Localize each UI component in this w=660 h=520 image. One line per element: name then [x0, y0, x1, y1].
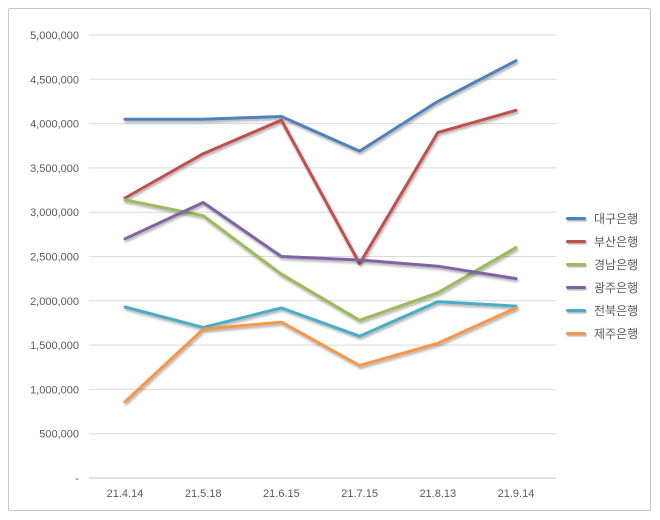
- legend-item-3: 광주은행: [566, 276, 638, 299]
- legend-label: 광주은행: [594, 281, 639, 295]
- y-tick-label: 3,000,000: [30, 207, 79, 219]
- legend-item-0: 대구은행: [566, 207, 638, 230]
- series-line-1: [123, 108, 518, 266]
- legend-label: 제주은행: [594, 327, 639, 341]
- legend-item-2: 경남은행: [566, 253, 638, 276]
- legend-swatch-icon: [566, 309, 586, 312]
- legend-label: 부산은행: [594, 235, 639, 249]
- legend-swatch-icon: [566, 332, 586, 335]
- legend-swatch-icon: [566, 240, 586, 243]
- y-tick-label: 2,500,000: [30, 252, 79, 264]
- legend-item-5: 제주은행: [566, 322, 638, 345]
- y-tick-label: 3,500,000: [30, 163, 79, 175]
- y-tick-label: 1,000,000: [30, 384, 79, 396]
- chart-frame: - 500,000 1,000,000 1,500,000 2,000,000 2,500…: [8, 8, 651, 511]
- legend-item-1: 부산은행: [566, 230, 638, 253]
- series-line-2: [123, 198, 518, 322]
- series-line-0: [123, 59, 518, 153]
- series-line-3: [123, 201, 518, 281]
- legend-swatch-icon: [566, 217, 586, 220]
- legend-label: 경남은행: [594, 258, 639, 272]
- y-tick-label: -: [75, 473, 79, 485]
- x-tick-label: 21.8.13: [419, 488, 456, 500]
- y-tick-label: 4,500,000: [30, 74, 79, 86]
- y-tick-label: 500,000: [39, 429, 79, 441]
- legend-item-4: 전북은행: [566, 299, 638, 322]
- series-line-5: [123, 306, 518, 404]
- y-tick-label: 2,000,000: [30, 296, 79, 308]
- x-tick-label: 21.7.15: [341, 488, 378, 500]
- x-tick-label: 21.6.15: [263, 488, 300, 500]
- legend-label: 대구은행: [594, 212, 639, 226]
- legend-swatch-icon: [566, 263, 586, 266]
- x-tick-label: 21.5.18: [185, 488, 222, 500]
- legend-label: 전북은행: [594, 304, 639, 318]
- x-tick-label: 21.9.14: [498, 488, 535, 500]
- legend-swatch-icon: [566, 286, 586, 289]
- y-tick-label: 1,500,000: [30, 340, 79, 352]
- y-tick-label: 4,000,000: [30, 119, 79, 131]
- series-line-4: [123, 300, 518, 338]
- x-tick-label: 21.4.14: [107, 488, 144, 500]
- y-tick-label: 5,000,000: [30, 30, 79, 42]
